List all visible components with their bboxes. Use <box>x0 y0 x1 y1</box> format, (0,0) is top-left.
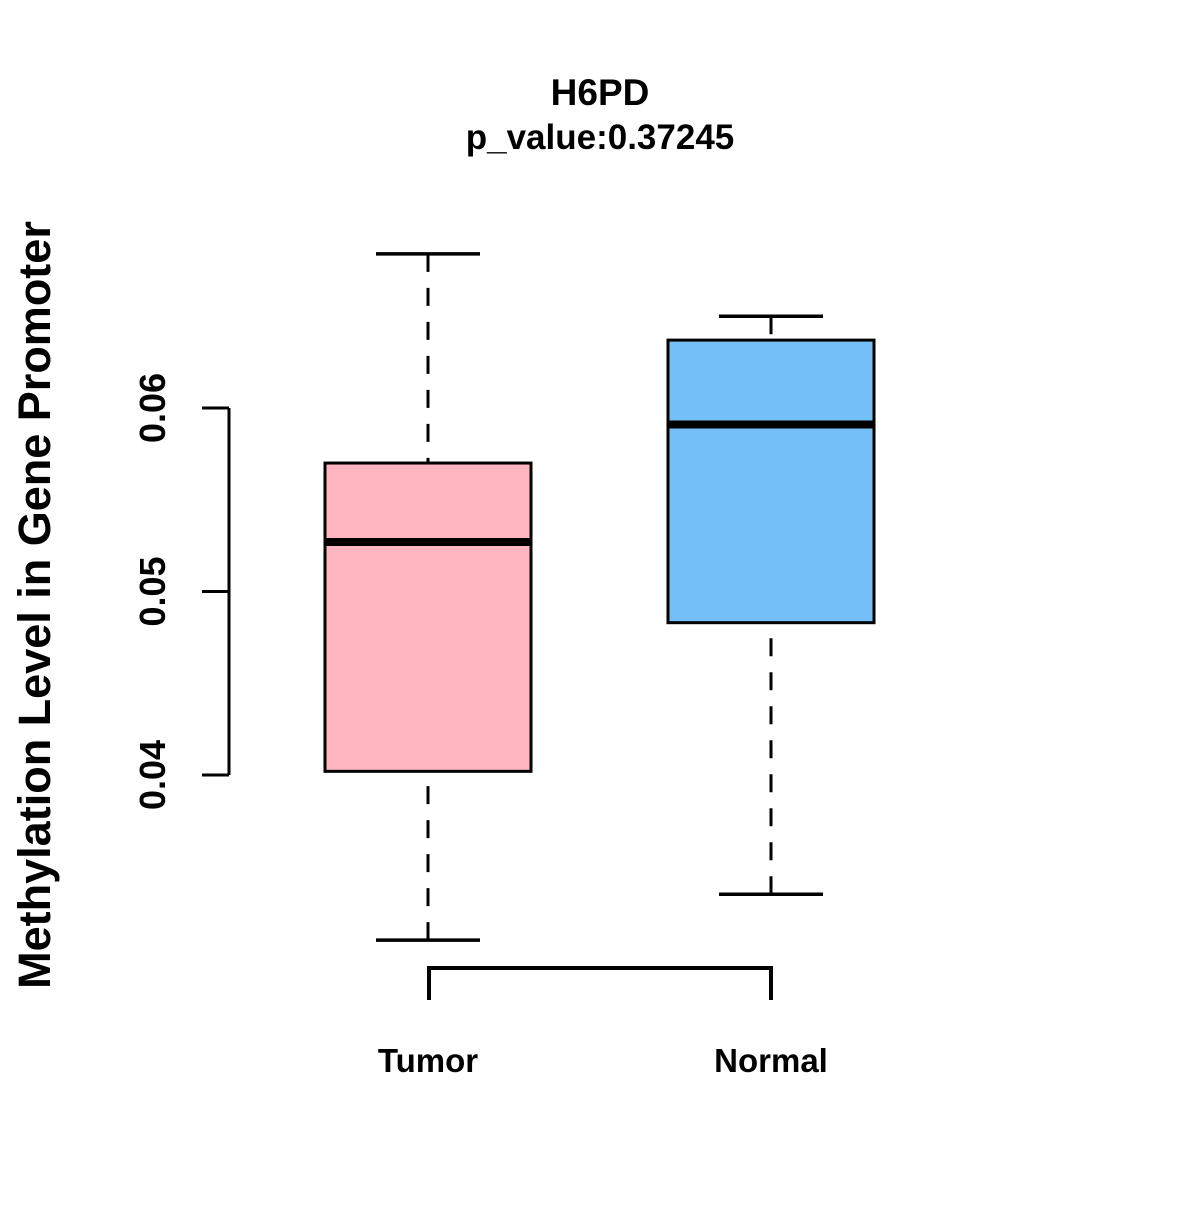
box-rect <box>323 461 533 773</box>
box-rect <box>666 338 876 625</box>
y-axis: 0.04 0.05 0.06 <box>132 373 231 810</box>
chart-subtitle: p_value:0.37245 <box>466 118 735 157</box>
box-group-normal: Normal <box>666 314 876 1079</box>
y-axis-tick-label: 0.05 <box>132 556 173 626</box>
plot-area: 0.04 0.05 0.06 Tumor Normal <box>132 252 876 1079</box>
box-group-tumor: Tumor <box>323 252 533 1079</box>
category-label: Normal <box>714 1042 828 1079</box>
y-axis-label: Methylation Level in Gene Promoter <box>9 221 60 989</box>
category-label: Tumor <box>378 1042 478 1079</box>
x-axis-bracket <box>427 966 773 1000</box>
chart-title: H6PD <box>551 72 650 113</box>
y-axis-tick-label: 0.04 <box>132 740 173 810</box>
y-axis-tick-label: 0.06 <box>132 373 173 443</box>
